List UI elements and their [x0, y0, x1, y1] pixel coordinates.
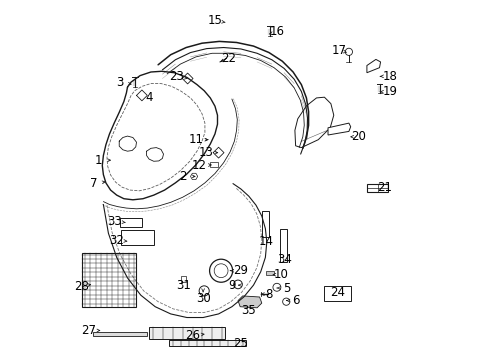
Text: 9: 9 [228, 279, 235, 292]
Text: 20: 20 [351, 130, 366, 143]
Text: 28: 28 [74, 280, 89, 293]
Polygon shape [81, 253, 136, 307]
Polygon shape [190, 173, 197, 180]
Bar [120, 218, 142, 227]
Bar [181, 276, 186, 282]
Circle shape [209, 259, 232, 282]
Text: 35: 35 [241, 304, 256, 317]
Bar [279, 229, 286, 262]
Bar [323, 286, 350, 301]
Polygon shape [238, 296, 261, 308]
Bar [366, 184, 387, 192]
Circle shape [214, 264, 227, 278]
Text: 33: 33 [107, 215, 122, 228]
Text: 32: 32 [109, 234, 124, 247]
Text: 10: 10 [273, 268, 288, 281]
Text: 24: 24 [330, 286, 345, 299]
Text: 13: 13 [198, 146, 213, 159]
Text: 23: 23 [168, 70, 183, 83]
Text: 29: 29 [232, 264, 247, 277]
Polygon shape [327, 123, 350, 135]
Text: 34: 34 [277, 253, 292, 266]
Text: 1: 1 [95, 154, 102, 167]
Text: 2: 2 [179, 170, 187, 183]
Circle shape [272, 283, 280, 291]
Bar [168, 340, 246, 346]
Text: 26: 26 [185, 329, 200, 342]
Bar [149, 327, 224, 339]
Circle shape [282, 298, 289, 305]
Circle shape [345, 48, 352, 55]
Text: 14: 14 [258, 235, 273, 248]
Text: 16: 16 [269, 25, 284, 38]
Text: 30: 30 [195, 292, 210, 305]
Circle shape [199, 286, 209, 296]
Text: 6: 6 [292, 294, 300, 307]
Text: 5: 5 [283, 282, 290, 294]
Text: 27: 27 [81, 324, 96, 337]
Text: 12: 12 [192, 159, 206, 172]
Bar [210, 162, 218, 167]
Text: 4: 4 [145, 91, 153, 104]
Polygon shape [294, 97, 333, 148]
Circle shape [233, 280, 242, 289]
Text: 8: 8 [265, 288, 272, 301]
Text: 17: 17 [331, 44, 346, 57]
Text: 11: 11 [188, 133, 203, 146]
Text: 19: 19 [382, 85, 397, 98]
Text: 21: 21 [377, 181, 391, 194]
Polygon shape [93, 332, 147, 336]
Bar [265, 271, 273, 275]
Text: 31: 31 [176, 279, 190, 292]
Text: 18: 18 [382, 70, 397, 83]
Polygon shape [366, 59, 380, 73]
Text: 25: 25 [232, 337, 247, 350]
Bar [121, 230, 153, 245]
Text: 3: 3 [116, 76, 124, 89]
Bar [261, 211, 268, 237]
Text: 15: 15 [207, 14, 222, 27]
Text: 22: 22 [221, 52, 235, 65]
Text: 7: 7 [89, 177, 97, 190]
